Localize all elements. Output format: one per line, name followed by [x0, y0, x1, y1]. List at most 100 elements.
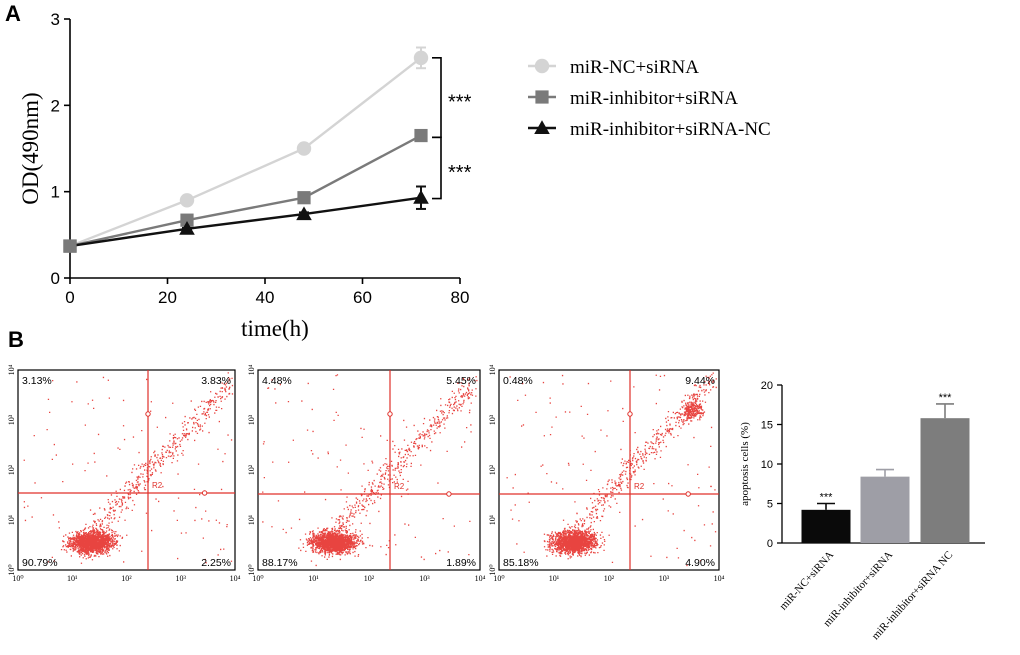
series-line [69, 56, 422, 248]
marker-circle [296, 141, 312, 156]
legend-label: miR-NC+siRNA [570, 57, 699, 78]
y-tick-label: 10⁰ [7, 564, 16, 575]
x-tick-label: 10⁰ [493, 574, 504, 583]
y-tick-label: 15 [761, 420, 773, 432]
quadrant-ul: 3.13% [22, 375, 52, 387]
x-tick-label: 10⁴ [475, 574, 486, 583]
x-tick-label: 10² [364, 574, 375, 583]
y-tick-label: 10¹ [7, 514, 16, 525]
y-tick-label: 10² [488, 464, 497, 475]
x-tick-label: 10⁴ [230, 574, 241, 583]
y-tick-label: 10² [247, 464, 256, 475]
legend-label: miR-inhibitor+siRNA-NC [570, 119, 771, 140]
y-tick-label: 10⁰ [247, 564, 256, 575]
y-tick-label: 10⁴ [488, 364, 497, 375]
x-tick-label: 10⁰ [252, 574, 263, 583]
y-tick-label: 10¹ [488, 514, 497, 525]
y-tick-label: 10² [7, 464, 16, 475]
line-chart-od: 0 1 2 3 0 20 40 60 80 time(h) OD(490nm) miR-NC+siRN… [18, 10, 771, 341]
quadrant-ll: 85.18% [503, 557, 539, 569]
quadrant-lr: 2.25% [201, 557, 231, 569]
gate-label: R2 [634, 482, 645, 491]
bar [801, 509, 851, 543]
significance-label: *** [448, 92, 472, 114]
gate-label: R2 [152, 481, 163, 490]
quadrant-ur: 3.83% [201, 375, 231, 387]
significance-bracket [432, 57, 442, 139]
x-tick-label: 10⁰ [12, 574, 23, 583]
flow-cytometry-plots: R23.13% 3.83%90.79% 2.25%10⁰10⁰10¹10¹10²10… [7, 364, 725, 583]
y-tick-label: 2 [51, 96, 60, 115]
y-tick-label: 10⁰ [488, 564, 497, 575]
significance-label: *** [820, 492, 834, 504]
y-tick-label: 10³ [247, 414, 256, 425]
y-tick-label: 10³ [488, 414, 497, 425]
flow-plot-frame [498, 369, 720, 571]
x-tick-label: 0 [65, 288, 74, 307]
panel-label-a: A [5, 1, 21, 26]
quadrant-handle [145, 411, 151, 417]
quadrant-handle [446, 491, 452, 497]
y-tick-label: 3 [51, 10, 60, 29]
significance-label: *** [939, 392, 953, 404]
quadrant-handle [627, 411, 633, 417]
panel-label-b: B [8, 327, 24, 352]
x-tick-label: 10¹ [67, 574, 78, 583]
quadrant-lr: 1.89% [446, 557, 476, 569]
quadrant-ur: 5.45% [446, 375, 476, 387]
y-tick-label: 5 [767, 499, 773, 511]
series-triangle: miR-inhibitor+siRNA-NC [63, 119, 771, 253]
x-tick-label: 10³ [419, 574, 430, 583]
quadrant-ll: 90.79% [22, 557, 58, 569]
x-tick-label: 10⁴ [714, 574, 725, 583]
quadrant-ll: 88.17% [262, 557, 298, 569]
y-tick-label: 10¹ [247, 514, 256, 525]
marker-circle [413, 50, 429, 66]
x-tick-label: 10³ [176, 574, 187, 583]
significance-bracket [432, 136, 442, 200]
x-tick-label: 10¹ [308, 574, 319, 583]
bar [860, 476, 910, 543]
series-circle: miR-NC+siRNA [63, 46, 699, 253]
marker-triangle [296, 206, 312, 221]
quadrant-ul: 4.48% [262, 375, 292, 387]
quadrant-lr: 4.90% [685, 557, 715, 569]
y-tick-label: 10⁴ [247, 364, 256, 375]
category-label: miR-NC+siRNA [777, 549, 836, 613]
x-tick-label: 10² [121, 574, 132, 583]
marker-triangle [179, 220, 195, 235]
marker-circle [534, 58, 550, 74]
marker-circle [179, 193, 195, 208]
y-tick-label: 10 [761, 459, 773, 471]
x-tick-label: 40 [256, 288, 275, 307]
bar [920, 418, 970, 543]
x-tick-label: 10² [604, 574, 615, 583]
y-tick-label: 10³ [7, 414, 16, 425]
marker-square [180, 213, 194, 227]
x-tick-label: 10³ [659, 574, 670, 583]
quadrant-ur: 9.44% [685, 375, 715, 387]
quadrant-handle [387, 411, 393, 417]
marker-square [63, 239, 77, 253]
y-tick-label: 20 [761, 380, 773, 392]
flow-plot-frame [257, 369, 481, 571]
y-tick-label: 0 [767, 538, 773, 550]
x-axis-label: time(h) [241, 316, 309, 341]
flow-plot-frame [17, 369, 236, 571]
y-tick-label: 10⁴ [7, 364, 16, 375]
y-tick-label: 1 [51, 183, 60, 202]
gate-label: R2 [394, 482, 405, 491]
quadrant-handle [685, 491, 691, 497]
marker-square [297, 191, 311, 205]
marker-square [535, 90, 549, 104]
series-line [69, 134, 422, 248]
significance-label: *** [448, 162, 472, 184]
y-tick-label: 0 [51, 269, 60, 288]
y-axis-label: OD(490nm) [18, 92, 43, 204]
marker-triangle [534, 120, 550, 134]
y-axis-label: apoptosis cells (%) [739, 422, 751, 506]
quadrant-handle [201, 490, 208, 496]
